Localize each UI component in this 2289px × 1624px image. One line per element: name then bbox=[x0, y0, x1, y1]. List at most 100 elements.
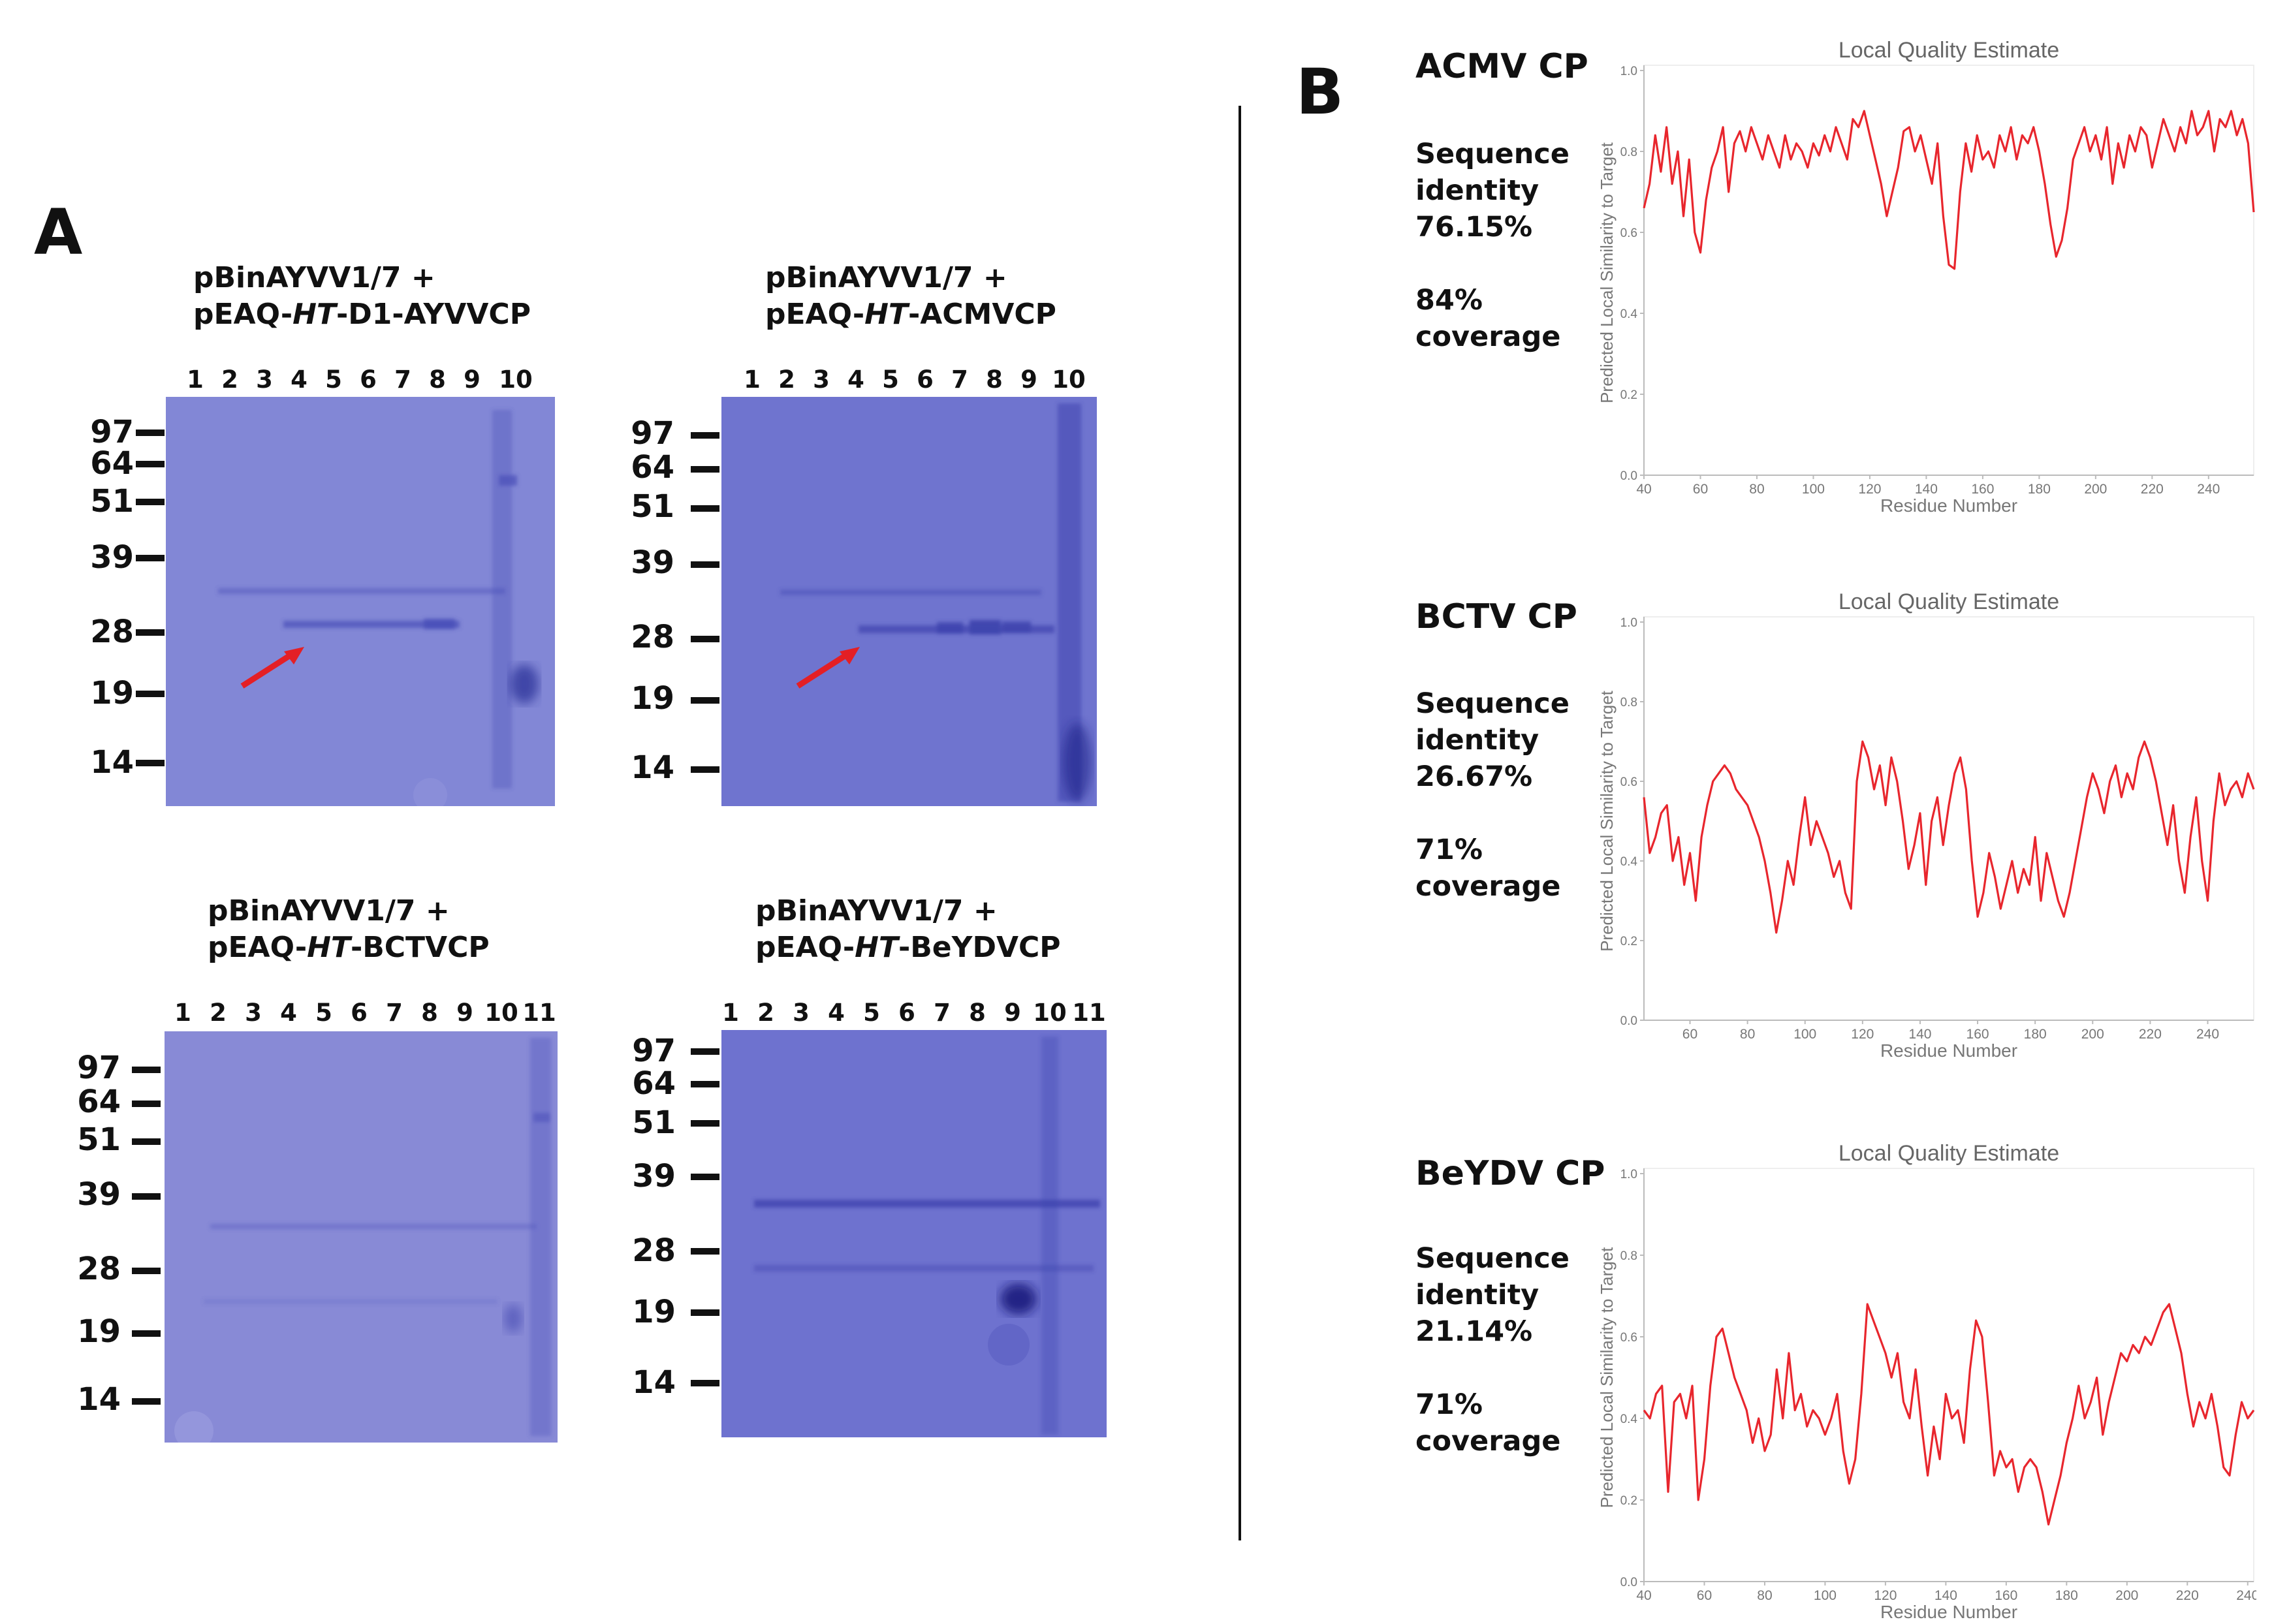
quality-series-line bbox=[1643, 1303, 2255, 1526]
gel3-marker-tick bbox=[132, 1330, 161, 1337]
gel4-line2-pre: pEAQ- bbox=[755, 931, 855, 964]
gel2-lane: 7 bbox=[951, 366, 968, 394]
x-tick-label: 60 bbox=[1693, 482, 1708, 497]
y-tick-label: 0.8 bbox=[1620, 146, 1637, 159]
gel2-marker-tick bbox=[691, 466, 719, 473]
gel2-arrow-shaft bbox=[796, 652, 849, 689]
gel4-marker-label: 28 bbox=[632, 1232, 676, 1269]
gel3-image bbox=[165, 1031, 558, 1443]
x-tick-label: 60 bbox=[1682, 1027, 1697, 1042]
gel1-marker-tick bbox=[136, 691, 165, 697]
x-tick-label: 220 bbox=[2176, 1588, 2199, 1603]
gel3-lane: 1 bbox=[174, 999, 191, 1027]
gel3-lane: 5 bbox=[315, 999, 332, 1027]
gel1-lane: 9 bbox=[464, 366, 481, 394]
gel2-marker-tick bbox=[691, 432, 719, 439]
x-tick-label: 160 bbox=[1995, 1588, 2017, 1603]
gel4-marker-tick bbox=[691, 1380, 719, 1386]
gel1-marker-label: 64 bbox=[90, 445, 134, 482]
y-axis-label: Predicted Local Similarity to Target bbox=[1597, 690, 1617, 952]
gel2-marker-tick bbox=[691, 697, 719, 704]
gel2-construct-label: pBinAYVV1/7 + pEAQ-HT-ACMVCP bbox=[765, 260, 1056, 333]
gel4-line2-ital: HT bbox=[855, 931, 898, 964]
gel4-construct-line1: pBinAYVV1/7 + bbox=[755, 894, 998, 928]
x-tick-label: 60 bbox=[1697, 1588, 1712, 1603]
gel1-lane: 1 bbox=[187, 366, 204, 394]
x-tick-label: 160 bbox=[1971, 482, 1994, 497]
x-tick-label: 120 bbox=[1851, 1027, 1874, 1042]
x-tick-label: 180 bbox=[2055, 1588, 2078, 1603]
gel2-lane: 5 bbox=[882, 366, 899, 394]
model1-coverage-label: coverage bbox=[1415, 320, 1561, 353]
gel1-lane: 6 bbox=[360, 366, 377, 394]
gel4-lane: 7 bbox=[934, 999, 951, 1027]
gel2-marker-label: 14 bbox=[631, 749, 674, 786]
gel2-lane: 3 bbox=[813, 366, 830, 394]
gel2-construct-line1: pBinAYVV1/7 + bbox=[765, 261, 1007, 294]
gel2-lane-numbers: 1 2 3 4 5 6 7 8 9 10 bbox=[721, 366, 1097, 396]
y-tick-label: 1.0 bbox=[1620, 616, 1637, 630]
gel1-marker-tick bbox=[136, 760, 165, 766]
gel3-construct-label: pBinAYVV1/7 + pEAQ-HT-BCTVCP bbox=[208, 893, 490, 966]
gel3-lane: 10 bbox=[484, 999, 518, 1027]
model1-quality-chart: Local Quality Estimate 0.0 0.2 0.4 0.6 0.8 1.0… bbox=[1597, 38, 2255, 516]
gel3-lane: 3 bbox=[245, 999, 262, 1027]
panel-b-label: B bbox=[1296, 55, 1344, 129]
x-tick-label: 120 bbox=[1874, 1588, 1897, 1603]
model3-virus-name: BeYDV CP bbox=[1415, 1154, 1605, 1193]
quality-series-line bbox=[1643, 110, 2255, 270]
gel2-line2-pre: pEAQ- bbox=[765, 298, 865, 331]
gel3-lane: 6 bbox=[351, 999, 368, 1027]
quality-series-line bbox=[1643, 740, 2255, 934]
y-tick-label: 0.2 bbox=[1620, 935, 1637, 948]
gel3-marker-label: 64 bbox=[77, 1084, 121, 1120]
gel1-marker-tick bbox=[136, 499, 165, 505]
gel2-construct-line2: pEAQ-HT-ACMVCP bbox=[765, 296, 1056, 333]
x-tick-label: 120 bbox=[1858, 482, 1881, 497]
gel2-lane: 4 bbox=[847, 366, 864, 394]
gel4-lane: 3 bbox=[793, 999, 810, 1027]
model3-seq-label: Sequence bbox=[1415, 1242, 1570, 1275]
x-tick-label: 80 bbox=[1757, 1588, 1772, 1603]
x-tick-label: 140 bbox=[1934, 1588, 1957, 1603]
model2-coverage: 71% bbox=[1415, 834, 1483, 866]
gel1-lane: 4 bbox=[291, 366, 308, 394]
gel3-marker-label: 39 bbox=[77, 1176, 121, 1213]
y-tick-label: 0.0 bbox=[1620, 469, 1637, 483]
gel2-lane: 8 bbox=[986, 366, 1003, 394]
gel3-marker-tick bbox=[132, 1101, 161, 1107]
panel-a-label: A bbox=[34, 196, 83, 269]
x-tick-label: 100 bbox=[1802, 482, 1825, 497]
y-tick-label: 0.0 bbox=[1620, 1576, 1637, 1589]
gel4-lane: 5 bbox=[863, 999, 880, 1027]
y-tick-label: 0.2 bbox=[1620, 1494, 1637, 1508]
gel2-line2-post: -ACMVCP bbox=[908, 298, 1056, 331]
model3-identity: 21.14% bbox=[1415, 1315, 1533, 1348]
plot-frame bbox=[1643, 1168, 2254, 1582]
gel3-line2-post: -BCTVCP bbox=[350, 931, 490, 964]
x-tick-label: 140 bbox=[1915, 482, 1938, 497]
gel1-lane: 3 bbox=[256, 366, 273, 394]
gel1-lane: 8 bbox=[429, 366, 446, 394]
x-axis-label: Residue Number bbox=[1880, 1040, 2017, 1061]
gel4-lane: 8 bbox=[969, 999, 986, 1027]
x-tick-label: 200 bbox=[2081, 1027, 2104, 1042]
y-axis-label: Predicted Local Similarity to Target bbox=[1597, 1247, 1617, 1508]
gel3-marker-tick bbox=[132, 1193, 161, 1200]
gel1-marker-label: 97 bbox=[90, 414, 134, 450]
gel1-marker-label: 14 bbox=[90, 744, 134, 781]
model3-stats: Sequence identity 21.14% 71% coverage bbox=[1415, 1240, 1570, 1460]
model1-stats: Sequence identity 76.15% 84% coverage bbox=[1415, 136, 1570, 355]
x-tick-label: 140 bbox=[1908, 1027, 1931, 1042]
gel4-lane: 4 bbox=[828, 999, 845, 1027]
x-tick-label: 180 bbox=[2028, 482, 2051, 497]
x-tick-label: 80 bbox=[1740, 1027, 1755, 1042]
gel1-marker-label: 28 bbox=[90, 614, 134, 650]
gel1-image bbox=[166, 397, 555, 806]
gel4-lane: 2 bbox=[757, 999, 774, 1027]
gel2-marker-tick bbox=[691, 505, 719, 512]
gel4-marker-label: 51 bbox=[632, 1104, 676, 1141]
model1-seq-label2: identity bbox=[1415, 174, 1539, 207]
gel3-lane: 9 bbox=[456, 999, 473, 1027]
model3-quality-chart: Local Quality Estimate 0.0 0.2 0.4 0.6 0.8 1.0… bbox=[1597, 1141, 2256, 1622]
